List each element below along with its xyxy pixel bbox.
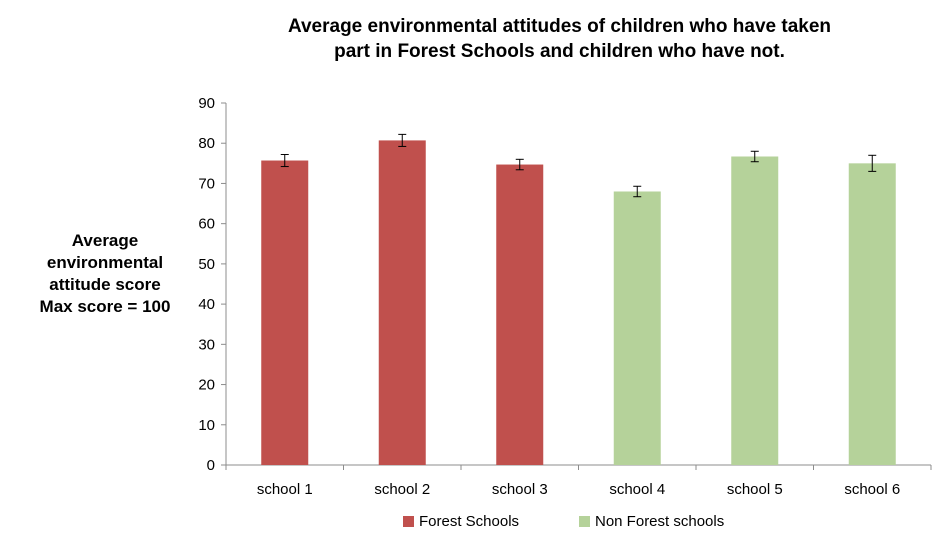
legend-item-non-forest-schools: Non Forest schools bbox=[579, 513, 724, 530]
legend-swatch-forest-schools bbox=[403, 516, 414, 527]
y-tick-label: 80 bbox=[198, 135, 215, 152]
y-axis-label: Average environmental attitude score Max… bbox=[0, 230, 210, 318]
x-tick-label: school 5 bbox=[727, 481, 783, 498]
y-tick-label: 20 bbox=[198, 377, 215, 394]
legend-swatch-non-forest-schools bbox=[579, 516, 590, 527]
legend-label-non-forest-schools: Non Forest schools bbox=[595, 513, 725, 530]
y-tick-label: 10 bbox=[198, 417, 215, 434]
x-tick-label: school 2 bbox=[374, 481, 430, 498]
bar bbox=[613, 191, 661, 465]
chart-title: Average environmental attitudes of child… bbox=[180, 14, 939, 64]
x-tick-label: school 1 bbox=[257, 481, 313, 498]
legend-item-forest-schools: Forest Schools bbox=[403, 513, 519, 530]
y-axis-label-line-2: environmental bbox=[46, 253, 164, 272]
y-tick-label: 50 bbox=[198, 256, 215, 273]
chart-title-line-1: Average environmental attitudes of child… bbox=[287, 16, 832, 37]
y-tick-label: 30 bbox=[198, 336, 215, 353]
bar bbox=[731, 156, 779, 466]
y-tick-label: 40 bbox=[198, 296, 215, 313]
y-tick-label: 0 bbox=[207, 457, 215, 474]
x-tick-label: school 3 bbox=[492, 481, 548, 498]
y-axis-label-line-3: attitude score bbox=[49, 275, 161, 294]
bar bbox=[848, 163, 896, 466]
bar bbox=[378, 140, 426, 465]
x-tick-label: school 6 bbox=[844, 481, 900, 498]
bar-chart: 0 10 20 30 40 50 60 70 80 90 school 1 school 2 schoo… bbox=[198, 95, 932, 498]
chart-title-line-2: part in Forest Schools and children who … bbox=[334, 41, 785, 62]
legend-label-forest-schools: Forest Schools bbox=[419, 513, 520, 530]
y-tick-label: 70 bbox=[198, 175, 215, 192]
y-tick-label: 60 bbox=[198, 216, 215, 233]
y-axis-label-line-4: Max score = 100 bbox=[39, 297, 171, 316]
bar bbox=[261, 160, 309, 466]
bar bbox=[496, 164, 544, 466]
y-tick-label: 90 bbox=[198, 95, 215, 112]
legend: Forest Schools Non Forest schools bbox=[0, 513, 939, 533]
x-tick-label: school 4 bbox=[609, 481, 665, 498]
y-axis-label-line-1: Average bbox=[71, 231, 139, 250]
